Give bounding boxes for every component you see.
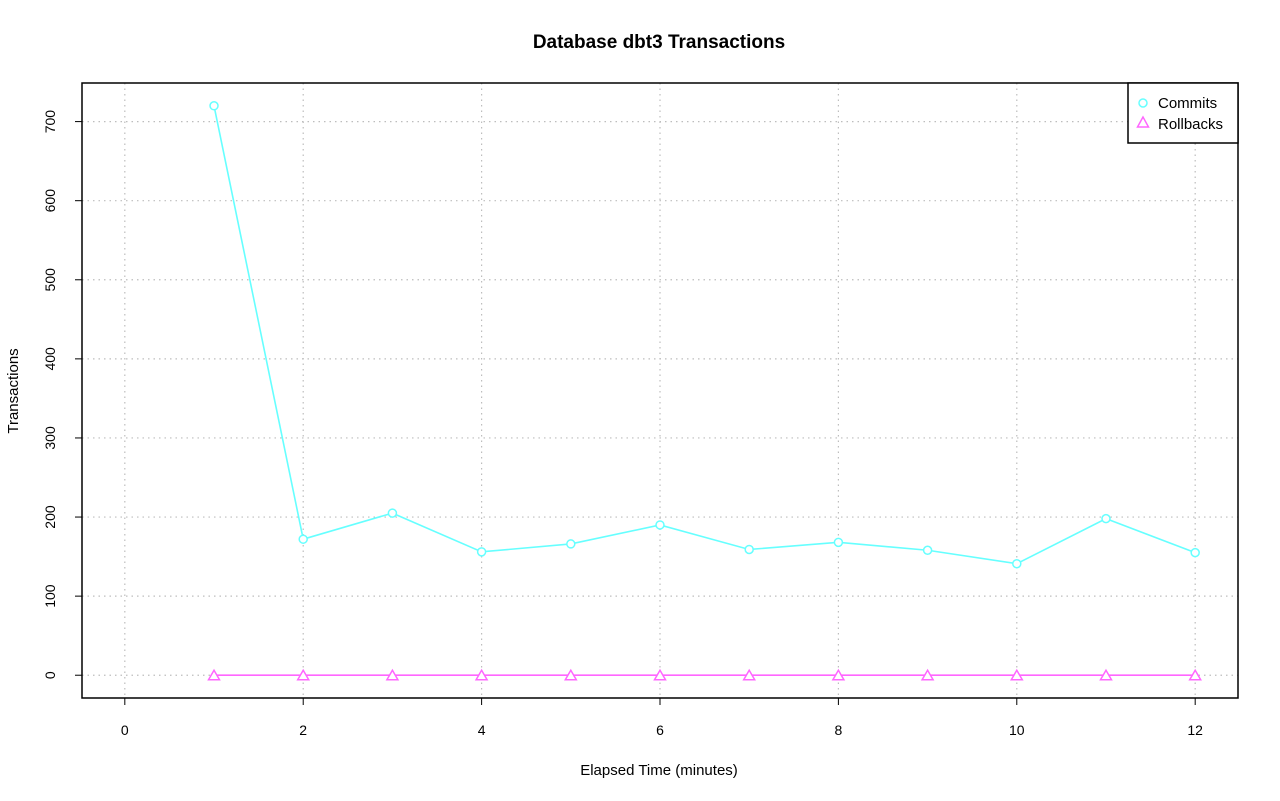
data-point bbox=[209, 101, 219, 111]
data-point bbox=[1012, 558, 1022, 569]
x-tick-label: 8 bbox=[834, 722, 842, 738]
data-point bbox=[1009, 668, 1024, 681]
y-tick-label: 300 bbox=[42, 426, 58, 450]
data-point bbox=[564, 668, 578, 681]
data-point bbox=[831, 668, 846, 681]
x-tick-label: 6 bbox=[656, 722, 664, 738]
y-tick-label: 100 bbox=[42, 584, 58, 608]
y-tick-label: 200 bbox=[42, 505, 58, 529]
x-tick-label: 2 bbox=[299, 722, 307, 738]
x-tick-label: 10 bbox=[1009, 722, 1025, 738]
legend-box bbox=[1127, 82, 1239, 144]
legend-rollbacks-marker bbox=[1136, 115, 1150, 128]
data-point bbox=[744, 544, 754, 555]
data-point bbox=[920, 668, 935, 681]
data-point bbox=[833, 537, 844, 548]
x-tick-label: 12 bbox=[1187, 722, 1203, 738]
data-point bbox=[1101, 513, 1111, 524]
data-point bbox=[1188, 668, 1202, 681]
legend-commits-marker bbox=[1138, 98, 1148, 108]
data-point bbox=[1190, 547, 1200, 558]
y-tick-label: 500 bbox=[42, 268, 58, 292]
data-point bbox=[207, 668, 221, 681]
y-tick-label: 0 bbox=[42, 671, 58, 679]
series-rollbacks bbox=[207, 668, 1202, 681]
data-point bbox=[385, 668, 400, 681]
data-point bbox=[655, 520, 665, 530]
y-axis: 0 100 200 300 400 500 600 700 bbox=[42, 110, 82, 679]
data-point bbox=[296, 668, 311, 681]
legend-rollbacks-label: Rollbacks bbox=[1158, 116, 1223, 133]
x-axis: 0 2 4 6 8 10 12 bbox=[121, 697, 1203, 738]
data-point bbox=[566, 539, 576, 549]
x-tick-label: 4 bbox=[478, 722, 486, 738]
data-point bbox=[298, 534, 308, 544]
data-point bbox=[1099, 668, 1113, 681]
series-line bbox=[213, 105, 1196, 565]
series-commits bbox=[209, 101, 1200, 569]
y-tick-label: 700 bbox=[42, 110, 58, 134]
x-axis-label: Elapsed Time (minutes) bbox=[580, 762, 738, 779]
y-tick-label: 600 bbox=[42, 189, 58, 213]
data-point bbox=[387, 508, 398, 518]
data-point bbox=[742, 668, 756, 681]
chart-title: Database dbt3 Transactions bbox=[533, 32, 785, 53]
series-layer bbox=[207, 101, 1202, 681]
data-point bbox=[922, 545, 933, 556]
grid bbox=[82, 83, 1238, 698]
x-tick-label: 0 bbox=[121, 722, 129, 738]
data-point bbox=[474, 668, 489, 681]
legend-commits-label: Commits bbox=[1158, 95, 1217, 112]
legend: Commits Rollbacks bbox=[1127, 82, 1239, 144]
y-axis-label: Transactions bbox=[5, 348, 22, 433]
data-point bbox=[476, 547, 487, 557]
data-point bbox=[653, 668, 667, 681]
y-tick-label: 400 bbox=[42, 347, 58, 371]
